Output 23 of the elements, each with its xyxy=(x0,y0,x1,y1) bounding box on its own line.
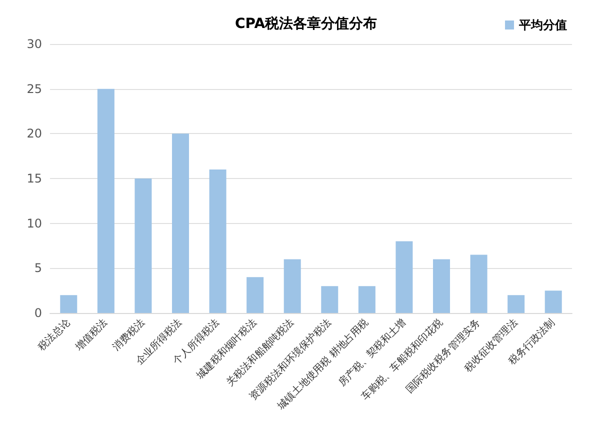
x-tick-label: 增值税法 xyxy=(72,316,110,354)
bar xyxy=(284,259,301,313)
y-tick-label: 30 xyxy=(26,37,42,51)
y-tick-label: 25 xyxy=(26,82,42,96)
bar xyxy=(60,295,78,313)
y-tick-label: 15 xyxy=(26,172,42,186)
bar xyxy=(396,241,413,313)
legend-label: 平均分值 xyxy=(518,18,567,32)
bar xyxy=(97,88,114,313)
bar xyxy=(246,277,264,313)
chart-title: CPA税法各章分值分布 xyxy=(234,15,378,32)
bar xyxy=(134,178,152,313)
bar xyxy=(508,295,525,313)
bar xyxy=(358,286,376,313)
bar xyxy=(172,134,189,313)
y-tick-label: 5 xyxy=(34,261,42,276)
bar xyxy=(321,286,338,313)
y-tick-label: 20 xyxy=(26,126,42,141)
y-tick-label: 10 xyxy=(26,216,42,230)
bar xyxy=(209,170,226,313)
bar xyxy=(470,254,488,313)
bar xyxy=(544,290,562,313)
bar xyxy=(433,259,450,313)
